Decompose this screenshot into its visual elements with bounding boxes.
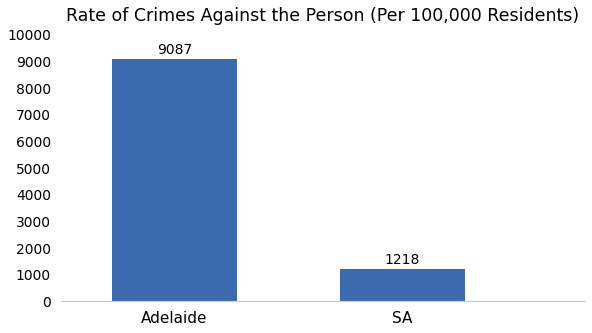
Text: 1218: 1218 xyxy=(385,253,420,267)
Title: Rate of Crimes Against the Person (Per 100,000 Residents): Rate of Crimes Against the Person (Per 1… xyxy=(66,7,580,25)
Bar xyxy=(112,59,237,301)
Text: 9087: 9087 xyxy=(157,43,192,57)
Bar xyxy=(340,269,465,301)
